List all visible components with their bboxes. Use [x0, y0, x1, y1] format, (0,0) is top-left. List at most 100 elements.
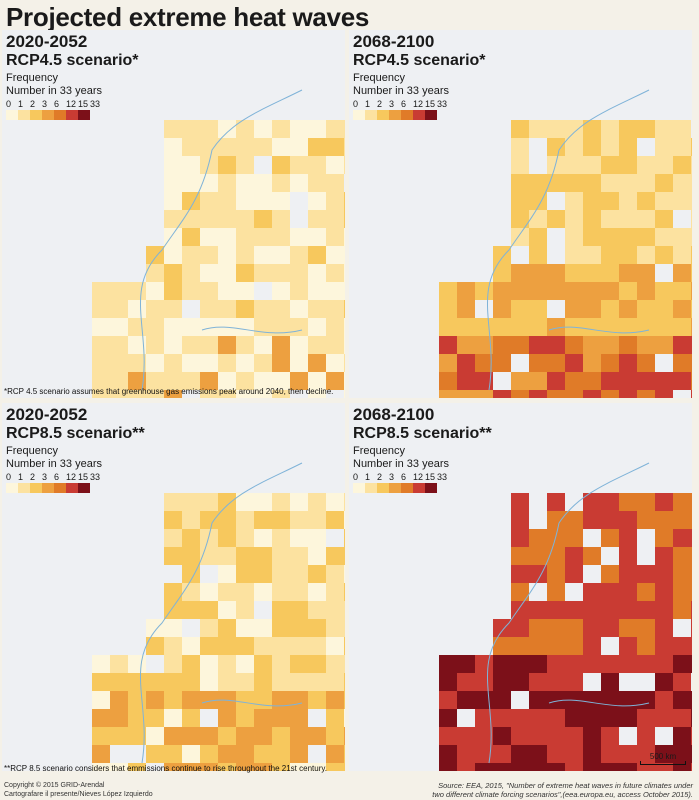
heat-cell — [344, 210, 345, 228]
heat-cell — [236, 529, 254, 547]
heat-cell — [308, 156, 326, 174]
heat-cell — [92, 336, 110, 354]
heat-cell — [146, 691, 164, 709]
heat-cell — [182, 354, 200, 372]
legend-swatches — [6, 110, 139, 120]
heat-cell — [146, 246, 164, 264]
heat-cell — [308, 390, 326, 398]
scale-bar: 500 km — [640, 752, 686, 765]
heat-cell — [655, 691, 673, 709]
heat-cell — [511, 529, 529, 547]
heat-cell — [583, 264, 601, 282]
heat-cell — [619, 156, 637, 174]
heat-cell — [146, 318, 164, 336]
heat-cell — [529, 655, 547, 673]
heat-cell — [619, 511, 637, 529]
heat-cell — [254, 493, 272, 511]
heat-cell — [547, 763, 565, 771]
coastline — [487, 462, 650, 764]
heat-cell — [673, 493, 691, 511]
heat-cell — [619, 174, 637, 192]
legend-ticks: 0 1 2 3 6 12 15 33 — [6, 472, 101, 482]
heat-cell — [200, 673, 218, 691]
heat-cell — [344, 511, 345, 529]
heat-cell — [200, 691, 218, 709]
heat-cell — [439, 390, 457, 398]
heat-cell — [326, 354, 344, 372]
heat-cell — [691, 763, 692, 771]
heat-cell — [200, 300, 218, 318]
heat-cell — [619, 709, 637, 727]
heat-cell — [272, 493, 290, 511]
heat-cell — [511, 300, 529, 318]
heat-cell — [344, 637, 345, 655]
heat-cell — [511, 138, 529, 156]
heat-cell — [110, 727, 128, 745]
heat-cell — [601, 138, 619, 156]
heat-cell — [254, 246, 272, 264]
heat-cell — [439, 763, 457, 771]
heat-cell — [218, 210, 236, 228]
heat-cell — [272, 336, 290, 354]
heat-cell — [308, 655, 326, 673]
heat-cell — [182, 138, 200, 156]
heat-cell — [637, 637, 655, 655]
heat-cell — [92, 372, 110, 390]
heat-cell — [565, 120, 583, 138]
heat-cell — [326, 691, 344, 709]
cartographer-text: Cartografare il presente/Nieves López Iz… — [4, 791, 153, 798]
heat-cell — [290, 336, 308, 354]
heat-cell — [619, 583, 637, 601]
heat-cell — [182, 120, 200, 138]
heat-cell — [547, 156, 565, 174]
heat-cell — [565, 210, 583, 228]
heat-cell — [583, 493, 601, 511]
heat-cell — [655, 246, 673, 264]
heat-cell — [673, 174, 691, 192]
heat-cell — [655, 372, 673, 390]
heat-cell — [565, 372, 583, 390]
heat-cell — [218, 529, 236, 547]
heat-cell — [236, 354, 254, 372]
heat-cell — [457, 372, 475, 390]
heat-cell — [272, 583, 290, 601]
heat-cell — [146, 637, 164, 655]
heat-cell — [272, 691, 290, 709]
heat-cell — [326, 655, 344, 673]
heat-cell — [182, 192, 200, 210]
heat-cell — [691, 192, 692, 210]
heat-cell — [92, 655, 110, 673]
heat-cell — [236, 138, 254, 156]
heat-cell — [254, 565, 272, 583]
heat-cell — [583, 637, 601, 655]
heat-cell — [290, 565, 308, 583]
heat-cell — [146, 709, 164, 727]
heat-cell — [583, 156, 601, 174]
heat-cell — [475, 390, 493, 398]
heat-cell — [601, 727, 619, 745]
heat-cell — [164, 655, 182, 673]
heat-cell — [655, 583, 673, 601]
heat-cell — [236, 493, 254, 511]
heat-cell — [326, 174, 344, 192]
heat-cell — [691, 246, 692, 264]
heat-cell — [164, 619, 182, 637]
heat-cell — [637, 390, 655, 398]
heat-cell — [637, 655, 655, 673]
heat-cell — [601, 264, 619, 282]
heat-cell — [200, 390, 218, 398]
heat-cell — [493, 390, 511, 398]
heat-cell — [619, 138, 637, 156]
heat-cell — [655, 120, 673, 138]
heat-cell — [308, 637, 326, 655]
heat-cell — [344, 228, 345, 246]
heat-cell — [691, 529, 692, 547]
heat-cell — [236, 210, 254, 228]
heat-cell — [146, 619, 164, 637]
heat-cell — [110, 691, 128, 709]
heat-cell — [601, 282, 619, 300]
heat-cell — [236, 511, 254, 529]
heat-cell — [601, 372, 619, 390]
heat-cell — [673, 192, 691, 210]
heat-cell — [583, 228, 601, 246]
